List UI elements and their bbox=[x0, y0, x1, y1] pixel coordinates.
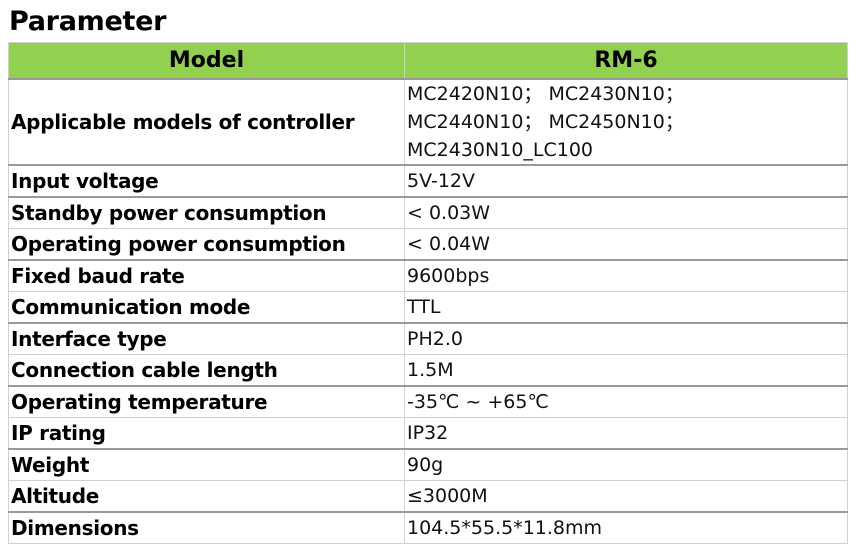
model-line: MC2440N10； MC2450N10； bbox=[407, 111, 684, 133]
row-value: 5V-12V bbox=[404, 164, 848, 198]
row-value: 104.5*55.5*11.8mm bbox=[404, 511, 848, 544]
page-title: Parameter bbox=[9, 6, 167, 37]
table-row: Operating power consumption < 0.04W bbox=[8, 228, 848, 261]
table-row: IP rating IP32 bbox=[8, 417, 848, 450]
row-value: < 0.03W bbox=[404, 196, 848, 229]
row-value: ≤3000M bbox=[404, 480, 848, 513]
row-value: TTL bbox=[404, 291, 848, 324]
row-key: Communication mode bbox=[8, 291, 405, 324]
header-model: Model bbox=[8, 42, 405, 80]
table-row: Standby power consumption < 0.03W bbox=[8, 196, 848, 229]
table-row: Input voltage 5V-12V bbox=[8, 164, 848, 198]
row-key: Dimensions bbox=[8, 511, 405, 544]
model-line: MC2420N10； MC2430N10； bbox=[407, 83, 684, 105]
row-key: Weight bbox=[8, 448, 405, 481]
parameter-table: Model RM-6 Applicable models of controll… bbox=[8, 42, 848, 544]
row-value: 90g bbox=[404, 448, 848, 481]
row-value: -35℃ ~ +65℃ bbox=[404, 385, 848, 418]
row-value: PH2.0 bbox=[404, 322, 848, 355]
table-row: Altitude ≤3000M bbox=[8, 480, 848, 513]
row-key: Altitude bbox=[8, 480, 405, 513]
table-row: Connection cable length 1.5M bbox=[8, 354, 848, 387]
row-value: 9600bps bbox=[404, 259, 848, 292]
row-value: 1.5M bbox=[404, 354, 848, 387]
row-key: Connection cable length bbox=[8, 354, 405, 387]
row-key: Operating power consumption bbox=[8, 228, 405, 261]
row-key: IP rating bbox=[8, 417, 405, 450]
row-key: Fixed baud rate bbox=[8, 259, 405, 292]
row-value: < 0.04W bbox=[404, 228, 848, 261]
table-row: Fixed baud rate 9600bps bbox=[8, 259, 848, 292]
row-key: Standby power consumption bbox=[8, 196, 405, 229]
table-row: Communication mode TTL bbox=[8, 291, 848, 324]
row-value: IP32 bbox=[404, 417, 848, 450]
row-key: Input voltage bbox=[8, 164, 405, 198]
row-key: Interface type bbox=[8, 322, 405, 355]
row-key: Operating temperature bbox=[8, 385, 405, 418]
table-row: Dimensions 104.5*55.5*11.8mm bbox=[8, 511, 848, 544]
table-row: Interface type PH2.0 bbox=[8, 322, 848, 355]
table-row: Applicable models of controller MC2420N1… bbox=[8, 78, 848, 166]
table-header-row: Model RM-6 bbox=[8, 42, 848, 80]
table-row: Operating temperature -35℃ ~ +65℃ bbox=[8, 385, 848, 418]
row-key: Applicable models of controller bbox=[8, 78, 405, 166]
header-rm6: RM-6 bbox=[404, 42, 848, 80]
row-value: MC2420N10； MC2430N10； MC2440N10； MC2450N… bbox=[404, 78, 848, 166]
table-row: Weight 90g bbox=[8, 448, 848, 481]
model-line: MC2430N10_LC100 bbox=[407, 139, 594, 161]
